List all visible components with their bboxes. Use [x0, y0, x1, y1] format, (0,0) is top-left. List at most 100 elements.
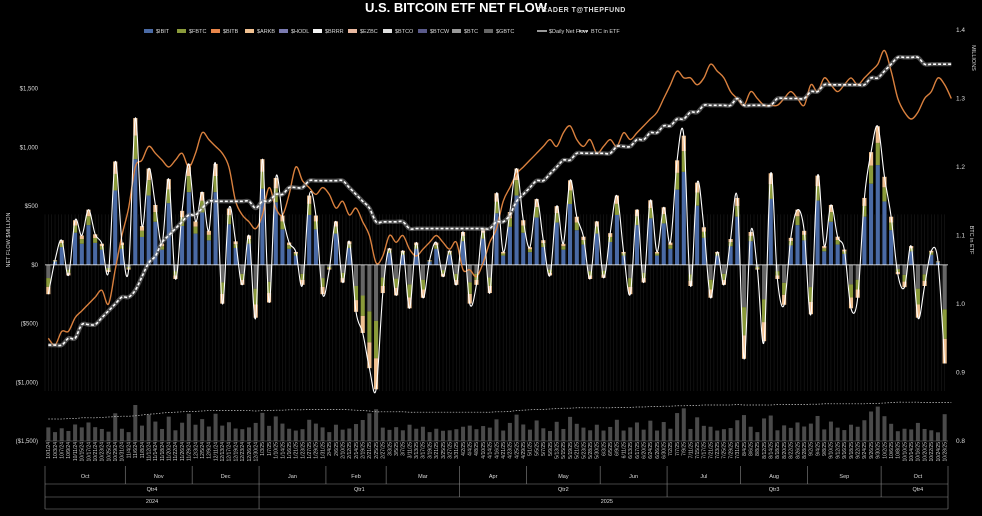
bottom-bar	[106, 431, 111, 441]
flow-bar	[681, 135, 686, 265]
legend-item: $IBIT	[144, 29, 170, 35]
x-tick-label: 10/15/24	[80, 442, 86, 462]
x-tick-label: 10/2/25	[882, 442, 888, 459]
bar-arkb	[902, 281, 907, 288]
legend-item: $EZBC	[348, 29, 378, 35]
flow-bar	[213, 163, 218, 265]
x-tick-label: 12/11/24	[213, 442, 219, 461]
bottom-bar	[942, 414, 947, 441]
x-tick-label: 5/5/25	[534, 442, 540, 456]
bottom-bar	[340, 429, 345, 441]
bar-fbtc	[240, 273, 245, 280]
bottom-bar	[447, 430, 452, 441]
x-tick-label: 11/26/24	[180, 442, 186, 461]
y-axis-label: NET FLOW $MILLION	[6, 213, 12, 268]
y2-axis-units: MILLIONS	[970, 45, 976, 71]
bar-ibit	[768, 198, 773, 265]
bar-gbtc	[741, 264, 747, 308]
bar-ibit	[648, 218, 653, 265]
x-tick-label: 3/27/25	[448, 442, 454, 459]
flow-bar	[882, 176, 887, 265]
bar-fbtc	[99, 246, 104, 250]
bottom-bar	[53, 432, 58, 441]
chart-subtitle: TRADER T@THEPFUND	[537, 7, 626, 14]
flow-bar	[828, 204, 834, 265]
bar-ibit	[501, 255, 506, 265]
btc-in-etf-line	[48, 56, 952, 347]
flow-bar	[420, 264, 425, 298]
x-tick-label: 10/21/24	[93, 442, 99, 462]
flow-bar	[280, 215, 285, 265]
flow-bar	[574, 216, 579, 265]
bottom-bar	[273, 416, 278, 441]
bar-gbtc	[353, 264, 359, 286]
bar-ibit	[608, 242, 613, 265]
bar-arkb	[86, 209, 91, 217]
bar-ibit	[654, 255, 660, 265]
bottom-bar	[454, 429, 459, 441]
x-tick-label: 1/21/25	[294, 442, 300, 459]
x-tick-label: 9/24/25	[862, 442, 868, 459]
x-tick-label: 10/8/25	[896, 442, 902, 459]
bar-arkb	[634, 209, 640, 217]
bar-gbtc	[394, 264, 399, 279]
bar-ibit	[561, 249, 566, 265]
x-tick-label: 10/28/25	[943, 442, 949, 462]
bar-ibit	[909, 251, 914, 265]
flow-bar	[721, 264, 726, 285]
group-label: Qtr2	[558, 487, 569, 493]
legend-item: $BTCW	[418, 29, 450, 35]
bar-fbtc	[568, 190, 573, 204]
bar-gbtc	[721, 264, 726, 274]
y2-axis-ticks: 1.4 1.3 1.2 1.1 1.0 0.9 0.8	[956, 27, 965, 445]
bar-arkb	[340, 278, 345, 283]
bar-arkb	[374, 358, 379, 390]
bottom-bar	[554, 421, 559, 441]
legend-swatch	[313, 29, 322, 33]
y2-tick-label: 0.8	[956, 438, 965, 445]
x-tick-label: 6/11/25	[621, 442, 627, 459]
x-tick-label: 12/23/24	[240, 442, 246, 462]
x-tick-label: 8/14/25	[769, 442, 775, 459]
bottom-bar	[240, 429, 245, 441]
bottom-bar	[126, 432, 131, 441]
bottom-bar	[828, 421, 833, 441]
x-tick-label: 3/7/25	[401, 442, 407, 456]
bottom-bar	[782, 425, 787, 441]
bottom-bar	[915, 422, 920, 441]
bar-fbtc	[367, 311, 372, 343]
flow-bar	[394, 264, 399, 296]
x-tick-label: 2/14/25	[354, 442, 360, 459]
bottom-bar	[634, 422, 639, 441]
bar-ibit	[113, 190, 118, 265]
bottom-bar	[387, 429, 392, 441]
bar-fbtc	[407, 284, 412, 298]
bar-gbtc	[454, 264, 459, 274]
bar-gbtc	[942, 264, 947, 310]
bar-gbtc	[173, 264, 178, 272]
x-tick-label: 11/20/24	[167, 442, 173, 461]
bar-ibit	[822, 251, 827, 265]
bar-ibit	[460, 241, 466, 265]
bar-arkb	[915, 304, 920, 318]
bar-fbtc	[688, 274, 693, 281]
bar-gbtc	[300, 264, 305, 274]
bottom-bar	[186, 413, 191, 441]
flow-bar	[782, 264, 787, 305]
bar-arkb	[146, 168, 151, 181]
bottom-bar	[99, 428, 104, 441]
bar-fbtc	[661, 214, 666, 224]
x-tick-label: 5/15/25	[561, 442, 567, 459]
bar-fbtc	[815, 186, 820, 201]
bar-fbtc	[387, 250, 392, 254]
legend-item: $BRRR	[313, 29, 344, 35]
bottom-bar	[929, 430, 934, 441]
bar-arkb	[561, 243, 566, 247]
bar-ibit	[621, 255, 626, 265]
bar-ibit	[73, 232, 78, 265]
bar-fbtc	[434, 245, 439, 249]
flow-bar	[795, 209, 800, 265]
x-tick-label: 11/18/24	[160, 442, 166, 461]
bottom-bar	[160, 428, 165, 441]
bottom-bar	[875, 406, 880, 441]
